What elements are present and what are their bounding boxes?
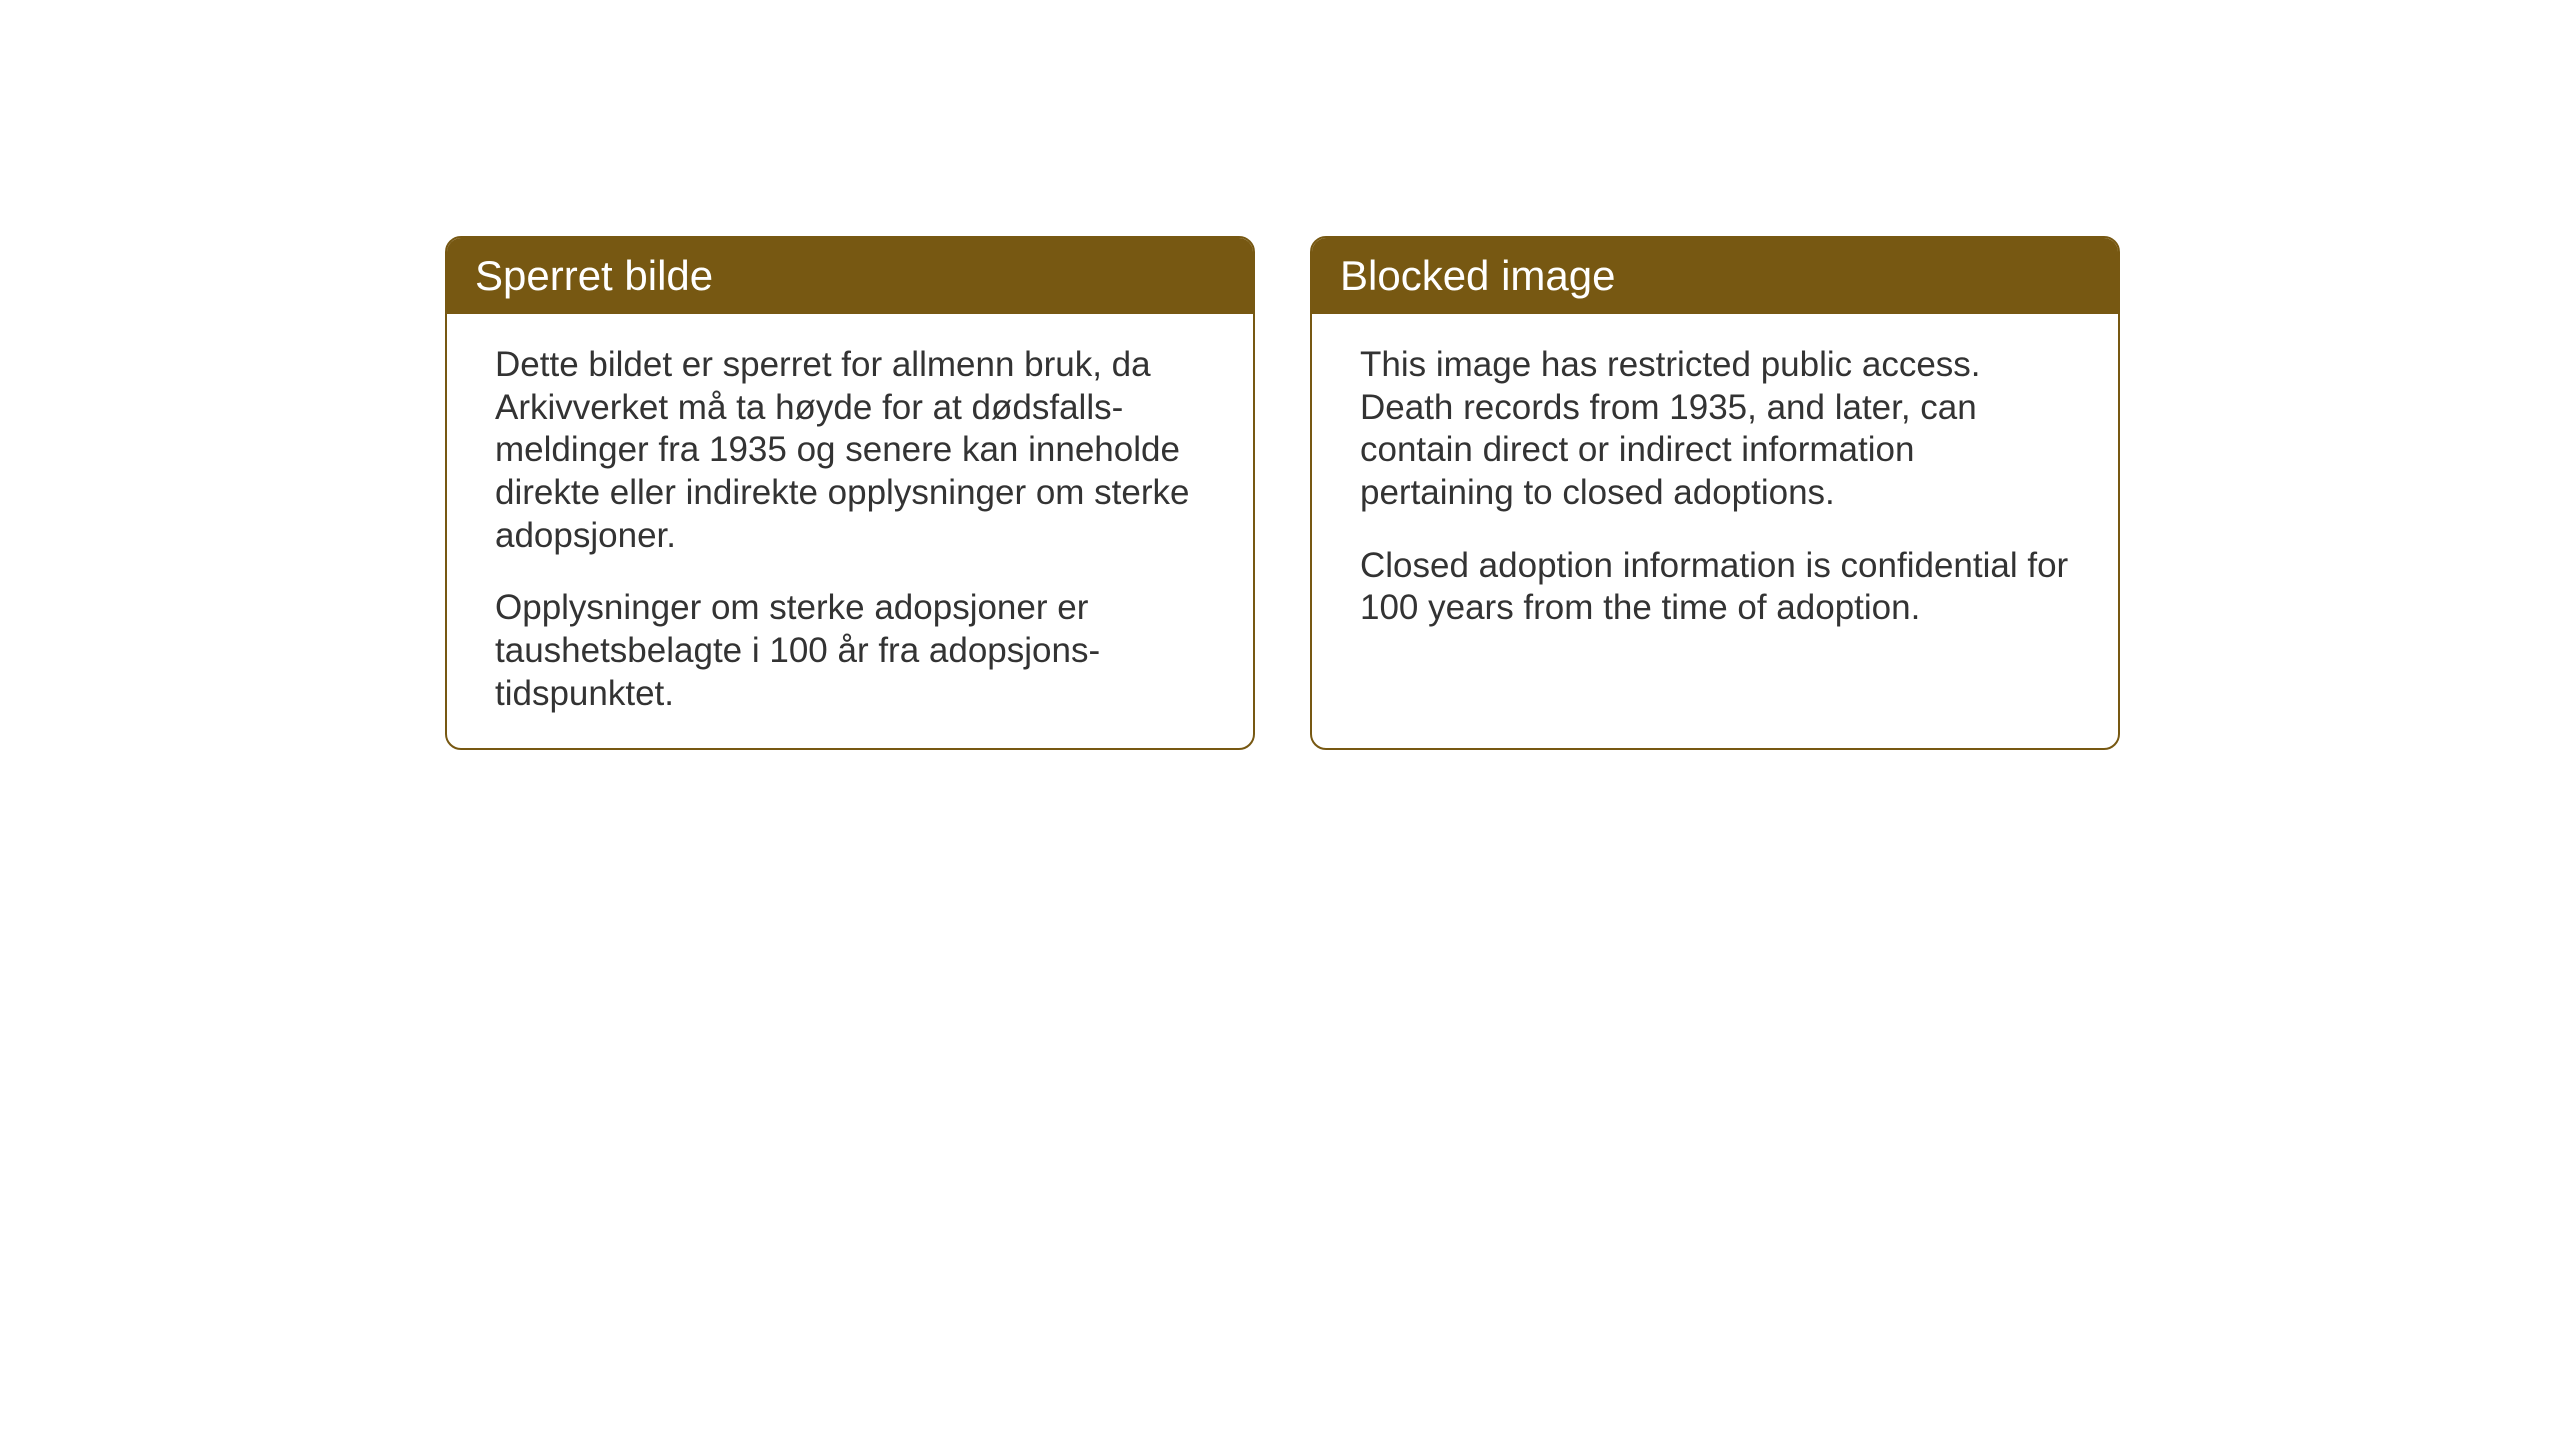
english-paragraph-1: This image has restricted public access.… xyxy=(1360,344,2070,515)
english-card: Blocked image This image has restricted … xyxy=(1310,236,2120,750)
english-card-body: This image has restricted public access.… xyxy=(1312,314,2118,670)
english-paragraph-2: Closed adoption information is confident… xyxy=(1360,545,2070,630)
norwegian-card-title: Sperret bilde xyxy=(475,252,713,299)
norwegian-paragraph-1: Dette bildet er sperret for allmenn bruk… xyxy=(495,344,1205,557)
english-card-title: Blocked image xyxy=(1340,252,1615,299)
norwegian-card-header: Sperret bilde xyxy=(447,238,1253,314)
norwegian-paragraph-2: Opplysninger om sterke adopsjoner er tau… xyxy=(495,587,1205,715)
english-card-header: Blocked image xyxy=(1312,238,2118,314)
norwegian-card-body: Dette bildet er sperret for allmenn bruk… xyxy=(447,314,1253,750)
norwegian-card: Sperret bilde Dette bildet er sperret fo… xyxy=(445,236,1255,750)
cards-container: Sperret bilde Dette bildet er sperret fo… xyxy=(445,236,2120,750)
